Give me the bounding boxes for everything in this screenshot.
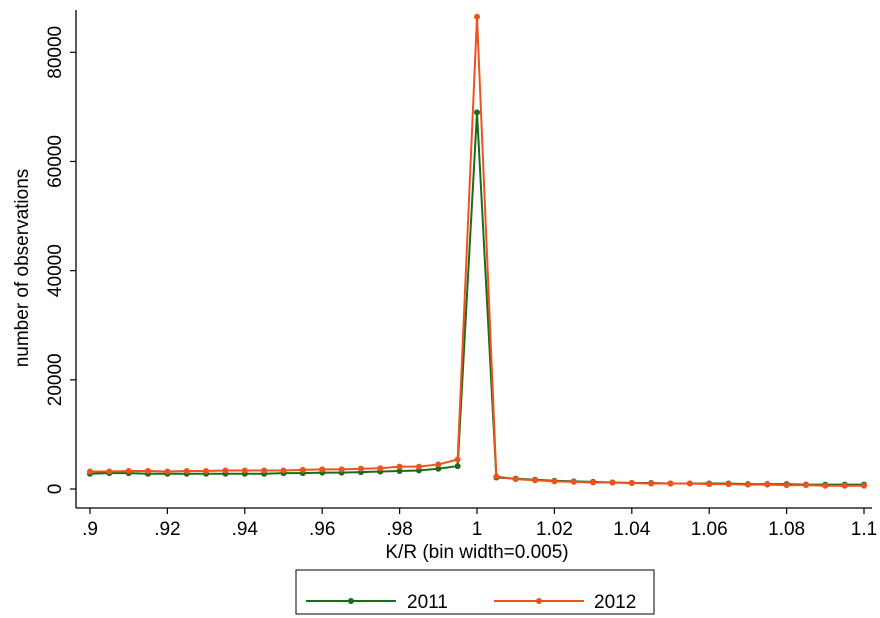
data-point-2012	[570, 478, 577, 485]
legend-label-2011: 2011	[407, 592, 448, 613]
y-axis-title: number of observations	[12, 169, 33, 368]
data-point-2012	[590, 479, 597, 486]
data-point-2012	[454, 456, 461, 463]
series-layer	[87, 13, 867, 489]
y-tick-label: 40000	[45, 244, 66, 297]
data-point-2011	[435, 465, 442, 472]
data-point-2012	[106, 468, 113, 475]
x-tick-label: 1.02	[536, 519, 573, 540]
data-point-2012	[164, 468, 171, 475]
data-point-2012	[396, 463, 403, 470]
y-tick-label: 0	[45, 484, 66, 495]
data-point-2012	[377, 465, 384, 472]
data-point-2012	[551, 478, 558, 485]
data-point-2012	[744, 481, 751, 488]
x-tick-label: .96	[309, 519, 335, 540]
legend-label-2012: 2012	[594, 592, 636, 613]
data-point-2012	[241, 467, 248, 474]
data-point-2012	[764, 481, 771, 488]
x-tick-label: .9	[82, 519, 98, 540]
data-point-2012	[725, 481, 732, 488]
data-point-2012	[628, 479, 635, 486]
data-point-2011	[396, 467, 403, 474]
data-point-2012	[706, 481, 713, 488]
data-point-2012	[319, 466, 326, 473]
data-point-2012	[609, 479, 616, 486]
legend-box	[295, 569, 655, 615]
x-ticks: .9 .92 .94 .96 .98 1 1.02 1.04 1.06 1.08 1.1	[82, 508, 877, 540]
x-axis-title: K/R (bin width=0.005)	[385, 542, 568, 563]
data-point-2012	[822, 482, 829, 489]
x-tick-label: 1.08	[768, 519, 805, 540]
data-point-2012	[841, 482, 848, 489]
data-point-2012	[87, 468, 93, 475]
data-point-2012	[357, 465, 364, 472]
data-point-2012	[667, 480, 674, 487]
data-point-2012	[512, 476, 519, 483]
data-point-2012	[493, 473, 500, 480]
data-point-2012	[802, 482, 809, 489]
data-point-2012	[532, 477, 539, 484]
data-point-2012	[261, 467, 268, 474]
y-tick-label: 60000	[45, 135, 66, 188]
data-point-2012	[783, 482, 790, 489]
x-tick-label: .98	[386, 519, 412, 540]
data-point-2012	[203, 467, 210, 474]
x-tick-label: 1.04	[613, 519, 650, 540]
data-point-2011	[474, 109, 480, 116]
data-point-2012	[183, 467, 190, 474]
data-point-2012	[435, 461, 442, 468]
data-point-2012	[861, 482, 867, 489]
data-point-2011	[454, 463, 461, 470]
data-point-2012	[125, 467, 132, 474]
data-point-2012	[299, 466, 306, 473]
x-tick-label: 1.1	[851, 519, 877, 540]
data-point-2012	[280, 467, 287, 474]
data-point-2012	[648, 480, 655, 487]
x-tick-label: .92	[154, 519, 180, 540]
legend-marker-2012	[536, 598, 542, 604]
data-point-2012	[415, 463, 422, 470]
data-point-2012	[338, 466, 345, 473]
x-tick-label: 1.06	[691, 519, 728, 540]
data-point-2012	[145, 467, 152, 474]
x-tick-label: 1	[472, 519, 483, 540]
legend: 2011 2012	[295, 569, 655, 615]
y-tick-label: 20000	[45, 353, 66, 406]
y-tick-label: 80000	[45, 26, 66, 79]
data-point-2012	[222, 467, 229, 474]
axes	[75, 10, 872, 509]
y-ticks: 0 20000 40000 60000 80000	[45, 26, 76, 494]
data-point-2012	[474, 13, 480, 20]
legend-marker-2011	[348, 598, 354, 604]
x-tick-label: .94	[232, 519, 259, 540]
data-point-2012	[686, 480, 693, 487]
series-2012	[87, 13, 867, 489]
